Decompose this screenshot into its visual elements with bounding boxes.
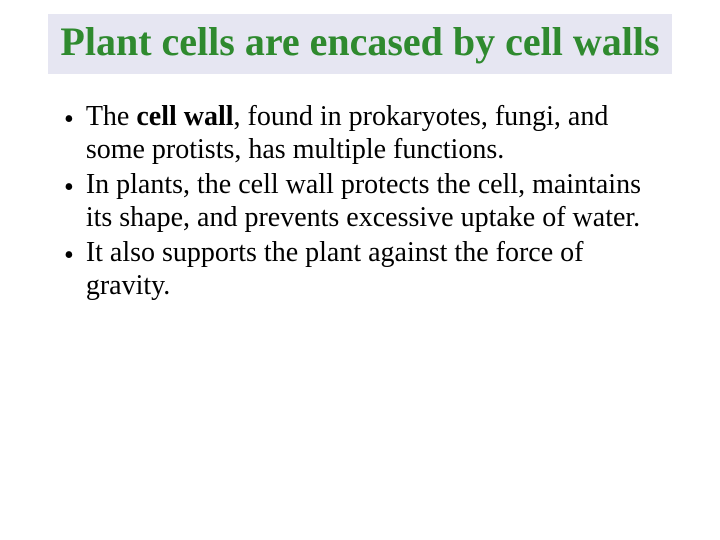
bullet-marker-icon: •	[64, 239, 74, 273]
bullet-text: It also supports the plant against the f…	[86, 236, 660, 302]
bullet-list: • The cell wall, found in prokaryotes, f…	[60, 100, 660, 302]
slide-title: Plant cells are encased by cell walls	[56, 20, 664, 64]
bullet-text: In plants, the cell wall protects the ce…	[86, 168, 660, 234]
list-item: • It also supports the plant against the…	[60, 236, 660, 302]
bullet-text: The cell wall, found in prokaryotes, fun…	[86, 100, 660, 166]
bullet-suffix: In plants, the cell wall protects the ce…	[86, 169, 641, 233]
bullet-bold: cell wall	[136, 101, 233, 132]
title-container: Plant cells are encased by cell walls	[48, 14, 672, 74]
slide: Plant cells are encased by cell walls • …	[0, 14, 720, 540]
bullet-suffix: It also supports the plant against the f…	[86, 237, 584, 301]
list-item: • The cell wall, found in prokaryotes, f…	[60, 100, 660, 166]
bullet-marker-icon: •	[64, 103, 74, 137]
bullet-prefix: The	[86, 101, 137, 132]
bullet-marker-icon: •	[64, 171, 74, 205]
list-item: • In plants, the cell wall protects the …	[60, 168, 660, 234]
